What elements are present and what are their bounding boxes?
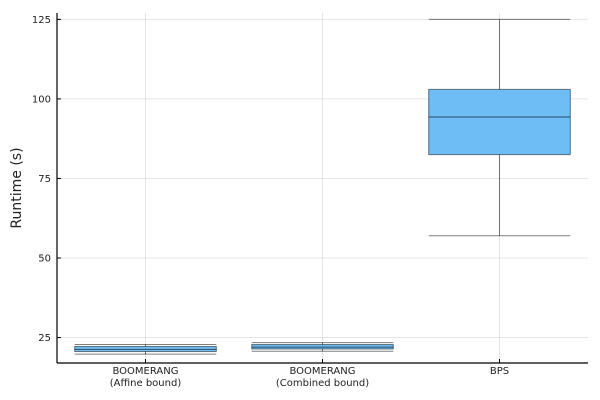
x-tick-label-line: (Combined bound) [276, 378, 369, 389]
x-tick-label-line: BOOMERANG [113, 366, 179, 377]
y-axis-title: Runtime (s) [9, 147, 25, 228]
y-tick-label: 100 [32, 94, 51, 105]
y-ticks: 25 50 75 100 125 [32, 15, 61, 344]
x-tick-label-line: BOOMERANG [290, 366, 356, 377]
box-1 [74, 344, 217, 355]
x-tick-label: BOOMERANG (Affine bound) [110, 366, 182, 389]
boxes [74, 18, 571, 355]
box-2 [251, 342, 394, 352]
x-tick-label-line: (Affine bound) [110, 378, 182, 389]
y-tick-label: 25 [38, 333, 51, 344]
x-tick-labels: BOOMERANG (Affine bound)BOOMERANG (Combine… [110, 359, 509, 389]
x-tick-label: BOOMERANG (Combined bound) [276, 366, 369, 389]
y-tick-label: 75 [38, 174, 51, 185]
box-3 [428, 18, 571, 237]
y-tick-label: 50 [38, 254, 51, 265]
grid [57, 13, 588, 363]
x-tick-label-line: BPS [490, 366, 509, 377]
x-tick-label: BPS [490, 366, 509, 377]
y-tick-label: 125 [32, 15, 51, 26]
box-iqr [428, 88, 571, 156]
